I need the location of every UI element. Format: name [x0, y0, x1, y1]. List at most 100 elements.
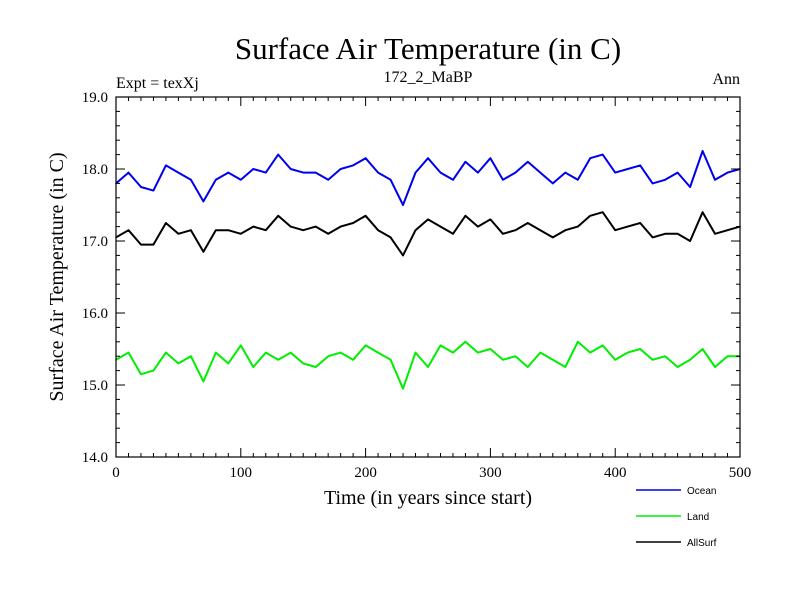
data-point-ocean — [676, 171, 679, 174]
data-point-ocean — [327, 179, 330, 181]
data-point-allsurf — [601, 211, 604, 213]
data-point-ocean — [265, 171, 267, 174]
data-point-ocean — [190, 179, 192, 181]
data-point-land — [639, 348, 641, 350]
data-point-ocean — [289, 168, 292, 170]
data-point-ocean — [539, 171, 542, 174]
data-point-allsurf — [202, 251, 205, 253]
data-point-land — [714, 366, 716, 368]
data-point-allsurf — [314, 225, 317, 228]
chart-title: Surface Air Temperature (in C) — [235, 31, 621, 66]
y-tick-label: 16.0 — [82, 306, 108, 322]
data-point-land — [464, 341, 467, 343]
data-point-allsurf — [127, 229, 130, 231]
data-point-allsurf — [302, 229, 305, 231]
data-point-ocean — [651, 182, 654, 185]
data-point-allsurf — [265, 229, 267, 231]
data-point-land — [227, 362, 230, 365]
data-point-allsurf — [377, 229, 379, 231]
x-tick-label: 100 — [230, 465, 253, 481]
data-point-land — [252, 366, 255, 368]
data-point-ocean — [140, 186, 142, 188]
data-point-land — [676, 366, 679, 368]
data-point-land — [327, 355, 330, 358]
data-point-allsurf — [676, 233, 679, 235]
data-point-allsurf — [227, 229, 230, 231]
data-point-allsurf — [514, 229, 517, 231]
data-point-ocean — [639, 164, 641, 167]
data-point-land — [289, 351, 292, 354]
y-tick-label: 19.0 — [82, 90, 108, 106]
data-point-allsurf — [552, 236, 554, 239]
data-point-land — [577, 341, 579, 343]
data-point-ocean — [477, 171, 479, 174]
series-line-land — [115, 340, 740, 390]
data-point-allsurf — [352, 222, 354, 224]
y-tick-label: 18.0 — [82, 162, 108, 178]
data-point-allsurf — [651, 236, 654, 239]
data-point-land — [452, 351, 454, 354]
data-point-ocean — [377, 171, 379, 174]
data-point-allsurf — [502, 233, 504, 235]
data-point-allsurf — [165, 222, 167, 224]
data-point-land — [414, 351, 417, 354]
legend-label-land: Land — [687, 512, 709, 523]
experiment-label: Expt = texXj — [116, 75, 199, 92]
data-point-ocean — [564, 171, 567, 174]
data-point-land — [339, 351, 342, 354]
data-point-allsurf — [539, 229, 542, 231]
data-point-allsurf — [439, 225, 442, 228]
data-point-ocean — [414, 171, 417, 174]
data-point-ocean — [339, 168, 342, 170]
data-point-allsurf — [414, 229, 417, 231]
legend-label-allsurf: AllSurf — [687, 538, 717, 549]
data-point-ocean — [726, 171, 729, 174]
data-point-land — [364, 344, 367, 347]
data-point-land — [240, 344, 242, 347]
data-point-allsurf — [664, 233, 666, 235]
data-point-land — [502, 359, 504, 361]
data-point-ocean — [439, 171, 442, 174]
x-axis-label: Time (in years since start) — [324, 487, 532, 509]
data-point-land — [601, 344, 604, 347]
legend-label-ocean: Ocean — [687, 486, 716, 497]
data-point-allsurf — [339, 225, 342, 228]
data-point-land — [177, 362, 180, 365]
season-label: Ann — [712, 71, 740, 88]
data-point-ocean — [165, 164, 167, 167]
data-point-ocean — [127, 171, 130, 174]
data-point-ocean — [689, 186, 691, 188]
data-point-land — [564, 366, 567, 368]
data-point-land — [277, 359, 280, 361]
data-point-land — [152, 369, 155, 372]
data-point-land — [302, 362, 305, 365]
data-point-allsurf — [190, 229, 192, 231]
data-point-land — [726, 355, 729, 358]
data-point-ocean — [664, 179, 666, 181]
data-point-ocean — [177, 171, 180, 174]
data-point-land — [215, 351, 217, 354]
data-point-allsurf — [626, 225, 629, 228]
data-point-land — [614, 359, 616, 361]
data-point-ocean — [489, 157, 492, 159]
data-point-land — [651, 359, 654, 361]
data-point-allsurf — [464, 215, 467, 217]
data-point-land — [527, 366, 529, 368]
data-point-allsurf — [277, 215, 280, 217]
data-point-allsurf — [477, 225, 479, 228]
data-point-land — [377, 351, 379, 354]
data-point-allsurf — [289, 225, 292, 228]
data-point-land — [402, 387, 404, 390]
data-point-land — [140, 373, 142, 376]
data-point-ocean — [464, 161, 467, 163]
tick-layer: 0 100 200 300 400 500 14.0 15.0 16.0 17.0 18.0 19.0 — [82, 90, 752, 481]
data-point-ocean — [577, 179, 579, 181]
data-point-allsurf — [689, 240, 691, 242]
data-point-ocean — [527, 161, 529, 163]
data-point-land — [314, 366, 317, 368]
data-point-land — [626, 351, 629, 354]
data-point-land — [439, 344, 442, 347]
data-point-land — [165, 351, 167, 354]
data-point-land — [664, 355, 666, 358]
